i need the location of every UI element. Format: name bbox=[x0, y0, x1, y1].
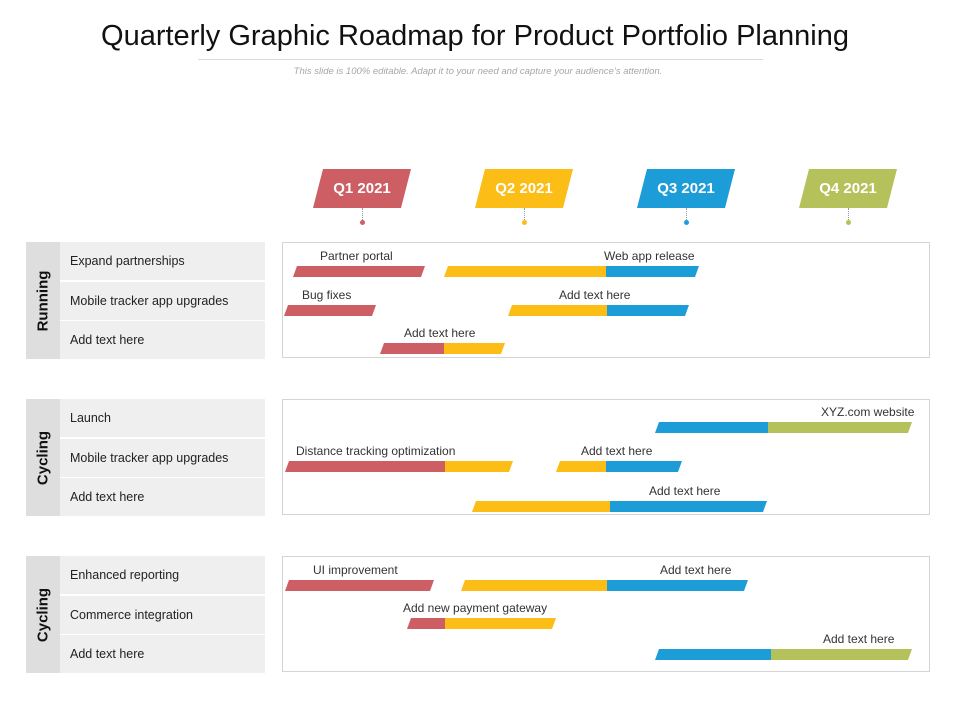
category-running: Running bbox=[26, 242, 60, 359]
bar-label: Add text here bbox=[823, 632, 895, 646]
task-row: Add text here bbox=[60, 635, 265, 673]
quarter-label: Q4 2021 bbox=[819, 180, 877, 197]
quarter-dot bbox=[846, 220, 851, 225]
task-row: Launch bbox=[60, 399, 265, 437]
timeline-bar bbox=[380, 343, 444, 354]
quarter-connector bbox=[848, 208, 849, 220]
timeline-bar bbox=[461, 580, 607, 591]
timeline-bar bbox=[445, 461, 513, 472]
page-subtitle: This slide is 100% editable. Adapt it to… bbox=[293, 66, 663, 77]
quarter-dot bbox=[522, 220, 527, 225]
timeline-bar bbox=[472, 501, 610, 512]
quarter-dot bbox=[360, 220, 365, 225]
bar-label: Web app release bbox=[604, 249, 695, 263]
quarter-label: Q1 2021 bbox=[333, 180, 391, 197]
category-label: Running bbox=[34, 270, 52, 331]
quarter-connector bbox=[686, 208, 687, 220]
task-row: Add text here bbox=[60, 321, 265, 359]
page-title: Quarterly Graphic Roadmap for Product Po… bbox=[101, 20, 849, 52]
task-label: Add text here bbox=[70, 490, 145, 504]
bar-label: Bug fixes bbox=[302, 288, 352, 302]
task-row: Mobile tracker app upgrades bbox=[60, 282, 265, 320]
timeline-bar bbox=[771, 649, 912, 660]
timeline-bar bbox=[655, 422, 768, 433]
quarter-connector bbox=[362, 208, 363, 220]
bar-label: Add text here bbox=[559, 288, 631, 302]
quarter-tag-q4: Q4 2021 bbox=[799, 169, 897, 208]
bar-label: Add new payment gateway bbox=[403, 601, 548, 615]
timeline-bar bbox=[508, 305, 607, 316]
timeline-bar bbox=[655, 649, 771, 660]
timeline-bar bbox=[606, 266, 699, 277]
quarter-label: Q2 2021 bbox=[495, 180, 553, 197]
task-row: Enhanced reporting bbox=[60, 556, 265, 594]
category-cycling: Cycling bbox=[26, 399, 60, 516]
bar-label: Distance tracking optimization bbox=[296, 444, 456, 458]
title-divider bbox=[198, 59, 763, 60]
timeline-bar bbox=[610, 501, 767, 512]
timeline-bar bbox=[607, 580, 748, 591]
bar-label: XYZ.com website bbox=[821, 405, 915, 419]
task-row: Commerce integration bbox=[60, 596, 265, 634]
timeline-bar bbox=[445, 618, 556, 629]
task-row: Add text here bbox=[60, 478, 265, 516]
timeline-bar bbox=[606, 461, 682, 472]
task-label: Launch bbox=[70, 411, 112, 425]
category-label: Cycling bbox=[34, 430, 52, 485]
quarter-tag-q3: Q3 2021 bbox=[637, 169, 735, 208]
timeline-bar bbox=[284, 305, 376, 316]
task-label: Mobile tracker app upgrades bbox=[70, 451, 229, 465]
timeline-bar bbox=[444, 343, 505, 354]
task-label: Add text here bbox=[70, 647, 145, 661]
task-label: Enhanced reporting bbox=[70, 568, 180, 582]
timeline-bar bbox=[293, 266, 425, 277]
bar-label: Partner portal bbox=[320, 249, 393, 263]
timeline-panel bbox=[282, 556, 930, 672]
timeline-panel bbox=[282, 399, 930, 515]
timeline-bar bbox=[285, 580, 434, 591]
task-label: Commerce integration bbox=[70, 608, 193, 622]
timeline-bar bbox=[407, 618, 445, 629]
quarter-tag-q1: Q1 2021 bbox=[313, 169, 411, 208]
task-label: Add text here bbox=[70, 333, 145, 347]
category-label: Cycling bbox=[34, 587, 52, 642]
bar-label: Add text here bbox=[649, 484, 721, 498]
timeline-panel bbox=[282, 242, 930, 358]
task-row: Expand partnerships bbox=[60, 242, 265, 280]
quarter-label: Q3 2021 bbox=[657, 180, 715, 197]
bar-label: Add text here bbox=[660, 563, 732, 577]
timeline-bar bbox=[444, 266, 606, 277]
category-cycling: Cycling bbox=[26, 556, 60, 673]
quarter-connector bbox=[524, 208, 525, 220]
quarter-dot bbox=[684, 220, 689, 225]
quarter-tag-q2: Q2 2021 bbox=[475, 169, 573, 208]
bar-label: Add text here bbox=[581, 444, 653, 458]
timeline-bar bbox=[285, 461, 445, 472]
timeline-bar bbox=[556, 461, 606, 472]
timeline-bar bbox=[607, 305, 689, 316]
task-label: Expand partnerships bbox=[70, 254, 185, 268]
timeline-bar bbox=[768, 422, 912, 433]
bar-label: Add text here bbox=[404, 326, 476, 340]
task-label: Mobile tracker app upgrades bbox=[70, 294, 229, 308]
bar-label: UI improvement bbox=[313, 563, 398, 577]
task-row: Mobile tracker app upgrades bbox=[60, 439, 265, 477]
